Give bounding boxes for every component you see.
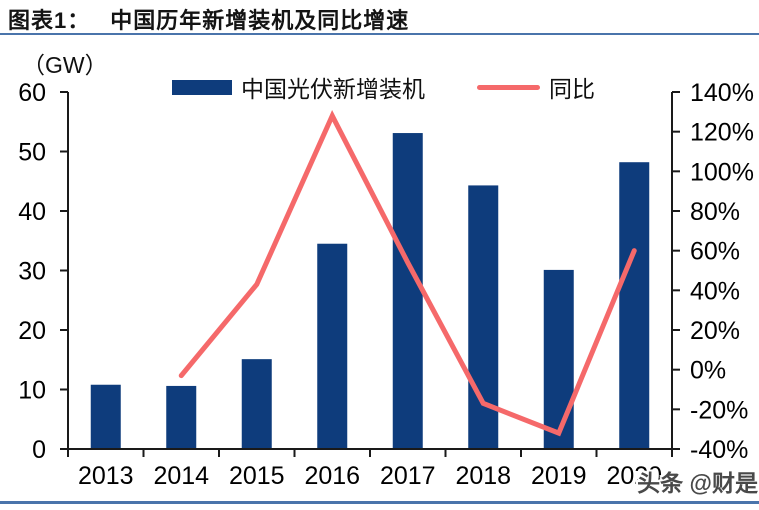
left-axis-tick-label: 50: [18, 139, 46, 167]
line-series-swatch: [477, 84, 540, 90]
right-axis-tick-label: 20%: [690, 317, 740, 345]
title-divider: [0, 33, 759, 35]
bottom-divider: [0, 501, 759, 504]
legend-label-installs: 中国光伏新增装机: [241, 76, 425, 102]
chart-legend: 中国光伏新增装机 同比: [172, 70, 595, 104]
left-axis-tick-label: 10: [18, 377, 46, 405]
right-axis-tick-label: 140%: [690, 79, 754, 107]
x-axis-label-2016: 2016: [304, 462, 360, 490]
legend-item-yoy: 同比: [477, 70, 595, 104]
bar-2014: [166, 385, 197, 449]
left-axis-tick-label: 0: [32, 436, 46, 464]
bar-2015: [241, 359, 272, 449]
right-axis-tick-label: 60%: [690, 238, 740, 266]
right-axis-tick-label: 40%: [690, 277, 740, 305]
legend-label-yoy: 同比: [549, 76, 595, 102]
right-axis-tick-label: -20%: [690, 396, 748, 424]
bar-2013: [90, 384, 121, 449]
figure-label: 图表1：: [8, 8, 91, 33]
x-axis-label-2015: 2015: [229, 462, 285, 490]
figure-title: 中国历年新增装机及同比增速: [110, 8, 410, 33]
left-axis-tick-label: 20: [18, 317, 46, 345]
x-axis-label-2018: 2018: [455, 462, 511, 490]
right-axis-tick-label: 100%: [690, 158, 754, 186]
x-axis-label-2019: 2019: [531, 462, 587, 490]
bar-2020: [619, 162, 650, 449]
x-axis-label-2017: 2017: [380, 462, 436, 490]
watermark: 头条 @财是: [637, 470, 758, 496]
left-axis-tick-label: 30: [18, 258, 46, 286]
x-axis-label-2020: 2020: [606, 462, 662, 490]
left-axis-tick-label: 60: [18, 79, 46, 107]
right-axis-tick-label: 0%: [690, 357, 726, 385]
x-axis-label-2013: 2013: [78, 462, 134, 490]
yoy-line-series: [178, 110, 637, 437]
right-axis-tick-label: 120%: [690, 119, 754, 147]
bar-2017: [392, 133, 423, 449]
figure-header: 图表1： 中国历年新增装机及同比增速: [8, 3, 409, 35]
x-axis-label-2014: 2014: [153, 462, 209, 490]
left-axis-tick-label: 40: [18, 198, 46, 226]
bar-2019: [543, 269, 574, 449]
right-axis-tick-label: 80%: [690, 198, 740, 226]
left-axis-unit-label: （GW）: [22, 52, 108, 78]
bar-2016: [317, 243, 348, 449]
right-axis-tick-label: -40%: [690, 436, 748, 464]
legend-item-installs: 中国光伏新增装机: [172, 70, 425, 104]
bar-series-swatch: [172, 79, 232, 95]
